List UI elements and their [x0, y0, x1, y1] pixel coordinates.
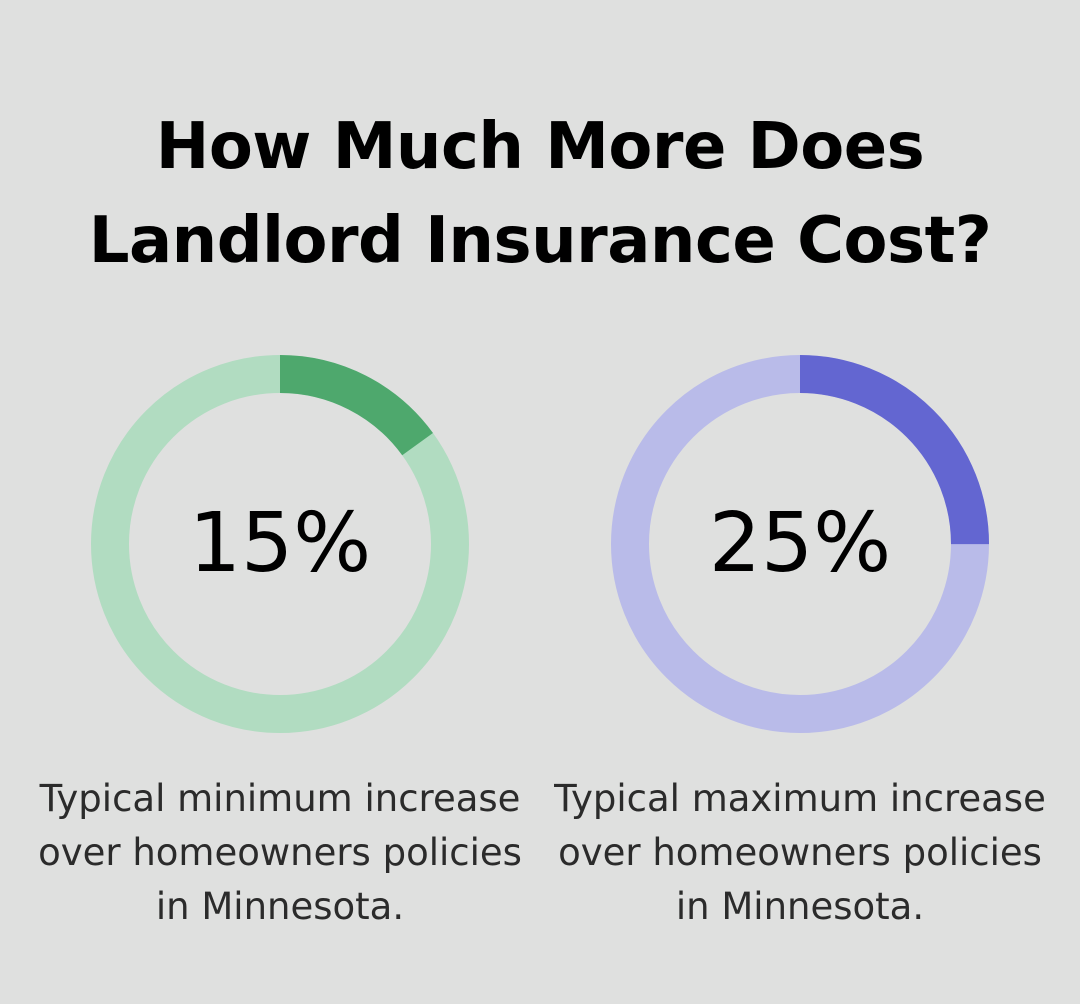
donut-value-label-maximum: 25% — [708, 496, 892, 591]
donut-chart-maximum: 25% — [610, 354, 990, 734]
donut-svg-minimum — [91, 355, 469, 733]
donut-value-arc — [91, 355, 469, 733]
chart-title-line-2: Landlord Insurance Cost? — [88, 204, 992, 278]
donut-chart-minimum: 15% — [90, 354, 470, 734]
chart-title-line-1: How Much More Does — [155, 110, 925, 184]
caption-maximum: Typical maximum increase over homeowners… — [550, 772, 1050, 934]
caption-maximum-line-2: over homeowners policies — [558, 831, 1042, 874]
chart-title: How Much More Does Landlord Insurance Co… — [0, 100, 1080, 288]
caption-maximum-line-3: in Minnesota. — [675, 885, 925, 928]
caption-minimum-line-1: Typical minimum increase — [39, 777, 521, 820]
donut-value-arc — [611, 355, 989, 733]
donut-value-label-minimum: 15% — [188, 496, 372, 591]
caption-minimum-line-2: over homeowners policies — [38, 831, 522, 874]
caption-minimum-line-3: in Minnesota. — [155, 885, 405, 928]
donut-svg-maximum — [611, 355, 989, 733]
caption-minimum: Typical minimum increase over homeowners… — [30, 772, 530, 934]
caption-maximum-line-1: Typical maximum increase — [554, 777, 1046, 820]
